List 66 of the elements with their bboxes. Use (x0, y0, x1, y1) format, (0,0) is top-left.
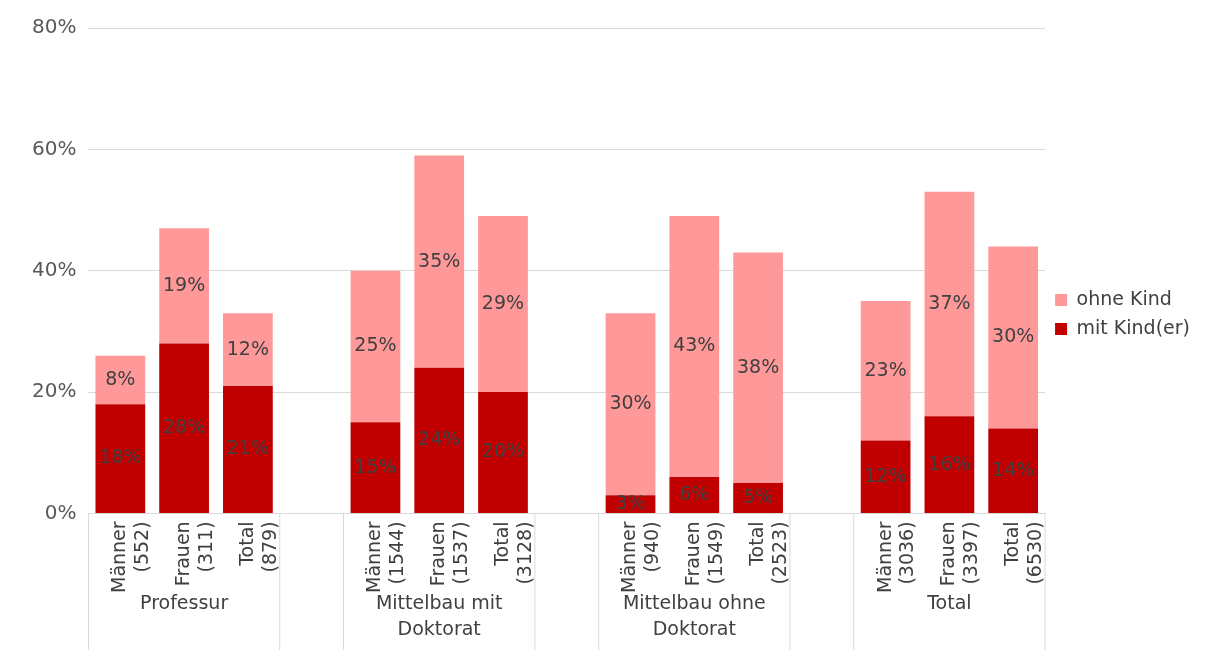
x-tick-label: Männer (3036) (872, 521, 918, 593)
data-label: 12% (864, 463, 907, 486)
data-label: 16% (928, 451, 971, 474)
bar (414, 367, 465, 513)
bar (860, 301, 911, 441)
bar (988, 246, 1039, 429)
bar (223, 385, 273, 513)
bar (669, 216, 720, 477)
data-label: 20% (481, 439, 525, 462)
bar (350, 270, 401, 423)
data-label: 25% (354, 333, 397, 356)
bar (95, 355, 146, 405)
data-label: 15% (354, 454, 397, 477)
y-tick-label: 20% (32, 378, 77, 403)
legend-label: mit Kind(er) (1076, 315, 1191, 338)
data-label: 18% (99, 445, 142, 468)
x-tick-label: Total (879) (234, 521, 280, 573)
bar (605, 313, 656, 496)
legend-label: ohne Kind (1076, 286, 1172, 309)
text: Professur (140, 590, 229, 613)
data-label: 8% (105, 366, 136, 389)
data-label: 3% (615, 490, 646, 513)
bar (350, 422, 401, 513)
data-label: 37% (928, 291, 971, 313)
data-label: 24% (418, 427, 461, 450)
x-tick-label: Frauen (1537) (426, 521, 471, 587)
bar (924, 191, 975, 417)
x-tick-label: Frauen (3397) (936, 521, 982, 587)
data-label: 14% (992, 457, 1035, 480)
bar (223, 313, 273, 386)
data-label: 21% (226, 436, 269, 459)
bar (414, 155, 465, 368)
bar (860, 440, 911, 513)
y-tick-label: 60% (32, 135, 77, 160)
y-tick-label: 40% (32, 256, 77, 281)
bar (924, 416, 975, 513)
data-label: 12% (226, 336, 269, 359)
bar (159, 228, 209, 344)
bar (478, 392, 528, 513)
bar (159, 343, 209, 513)
data-label: 30% (609, 391, 652, 414)
x-tick-label: Total (3128) (489, 521, 535, 585)
data-label: 5% (743, 484, 774, 507)
x-tick-label: Männer (940) (617, 521, 663, 593)
x-tick-label: Frauen (311) (171, 521, 216, 587)
x-tick-label: Total (2523) (745, 521, 790, 585)
x-tick-label: Total (6530) (1000, 521, 1045, 585)
x-tick-label: Männer (1544) (362, 521, 408, 593)
data-label: 23% (864, 357, 907, 380)
data-label: 43% (673, 333, 716, 356)
x-tick-label: Männer (552) (107, 521, 153, 593)
data-label: 6% (679, 481, 710, 504)
bar (988, 428, 1039, 513)
bar (733, 252, 783, 484)
data-label: 19% (163, 272, 206, 295)
x-tick-label: Frauen (1549) (681, 521, 727, 587)
data-label: 29% (481, 291, 525, 313)
bar (478, 216, 528, 393)
data-label: 28% (163, 415, 206, 438)
y-tick-label: 0% (44, 499, 77, 524)
data-label: 30% (992, 324, 1035, 347)
data-label: 38% (736, 354, 780, 377)
text: Total (926, 590, 972, 613)
bar (95, 404, 146, 513)
y-tick-label: 80% (32, 14, 77, 39)
data-label: 35% (418, 248, 461, 271)
